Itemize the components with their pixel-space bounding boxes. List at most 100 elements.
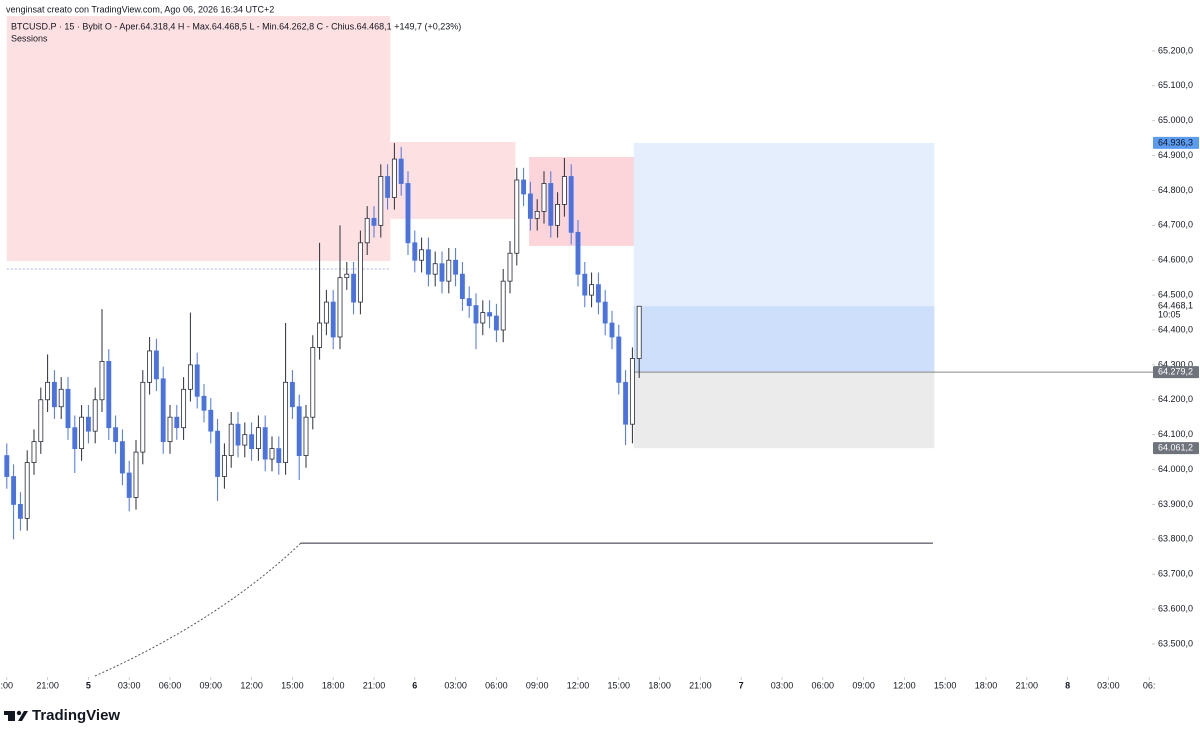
candle-body (595, 284, 601, 303)
candle-body (629, 358, 635, 425)
candle-body (174, 416, 180, 429)
candle-body (126, 472, 132, 498)
x-tick-label: 03:00 (771, 680, 794, 690)
candle-body (208, 409, 214, 432)
price-label: 64.279,2 (1158, 367, 1193, 377)
candle-body (51, 381, 57, 408)
footer-brand: TradingView (32, 707, 120, 724)
candle-body (466, 298, 472, 306)
candle-body (99, 360, 105, 401)
x-tick-label: 09:00 (526, 680, 549, 690)
candle-body (38, 399, 44, 443)
candle-body (65, 388, 71, 429)
candle-body (616, 336, 622, 383)
candle-body (487, 312, 493, 317)
curve-drawing (94, 542, 302, 677)
candle-body (602, 301, 608, 324)
candle-body (317, 322, 323, 348)
plot-area (4, 16, 1156, 544)
session-zone (6, 16, 391, 261)
candle-body (527, 193, 533, 219)
x-tick-label: 06:00 (812, 680, 835, 690)
candle-body (507, 252, 513, 282)
x-tick-label: 7 (739, 680, 744, 690)
price-label-box (1153, 442, 1199, 455)
price-label: 64.936,3 (1158, 137, 1193, 147)
candle-body (337, 277, 343, 338)
indicator-name: Sessions (11, 33, 48, 43)
y-tick-label: 64.200,0 (1158, 394, 1193, 404)
candle-body (147, 350, 153, 383)
candle-body (153, 350, 159, 380)
price-label-box (1153, 136, 1199, 149)
candle-body (636, 305, 642, 359)
candle-body (215, 430, 221, 477)
candle-body (521, 179, 527, 195)
candle-body (555, 204, 561, 226)
candle-body (269, 448, 275, 460)
candle-body (582, 273, 588, 296)
x-tick-label: 6 (412, 680, 417, 690)
candle-body (242, 434, 248, 446)
x-tick-label: 18:00 (322, 680, 345, 690)
candle-body (160, 378, 166, 443)
x-tick-label: 15:00 (281, 680, 304, 690)
candle-body (31, 441, 37, 463)
candle-body (500, 280, 506, 331)
candle-body (398, 158, 404, 184)
candle-body (106, 360, 112, 429)
candle-body (58, 388, 64, 408)
stop-zone (633, 372, 935, 449)
y-tick-label: 64.800,0 (1158, 185, 1193, 195)
candle-body (480, 312, 486, 324)
symbol-line: BTCUSD.P · 15 · Bybit O - Aper.64.318,4 … (11, 21, 461, 31)
y-tick-label: 63.600,0 (1158, 603, 1193, 613)
x-tick-label: 12:00 (893, 680, 916, 690)
price-label: 64.468,1 (1158, 301, 1193, 311)
y-tick-label: 63.700,0 (1158, 569, 1193, 579)
candle-body (405, 183, 411, 244)
candle-body (412, 242, 418, 261)
y-tick-label: 63.500,0 (1158, 638, 1193, 648)
candle-body (514, 179, 520, 254)
x-tick-label: 21:00 (1016, 680, 1039, 690)
candle-body (221, 455, 227, 477)
candle-body (289, 381, 295, 408)
candle-body (623, 381, 629, 425)
candle-body (187, 364, 193, 390)
y-tick-label: 65.200,0 (1158, 45, 1193, 55)
candle-body (113, 427, 119, 443)
y-tick-label: 65.000,0 (1158, 115, 1193, 125)
candle-body (323, 301, 329, 324)
footer-logo (4, 710, 28, 721)
candle-body (194, 364, 200, 397)
x-tick-label: 03:00 (1097, 680, 1120, 690)
price-label-box (1153, 366, 1199, 379)
candle-body (609, 322, 615, 338)
candle-body (589, 284, 595, 296)
x-tick-label: 8 (1065, 680, 1070, 690)
candle-body (79, 416, 85, 450)
y-tick-label: 63.900,0 (1158, 499, 1193, 509)
candle-body (561, 176, 567, 205)
candle-body (385, 176, 391, 198)
x-tick-label: 18:00 (648, 680, 671, 690)
price-label-box (1153, 300, 1199, 313)
x-tick-label: 03:00 (444, 680, 467, 690)
candle-body (473, 305, 479, 324)
candle-body (453, 259, 459, 275)
candle-body (140, 381, 146, 453)
candle-body (344, 273, 350, 279)
candle-body (276, 448, 282, 463)
candle-body (72, 427, 78, 450)
candle-body (378, 176, 384, 226)
x-tick-label: 06:00 (485, 680, 508, 690)
y-tick-label: 64.300,0 (1158, 359, 1193, 369)
candle-body (364, 217, 370, 244)
candle-body (228, 423, 234, 456)
candle-body (85, 416, 91, 432)
candle-body (419, 249, 425, 261)
candle-body (330, 301, 336, 338)
